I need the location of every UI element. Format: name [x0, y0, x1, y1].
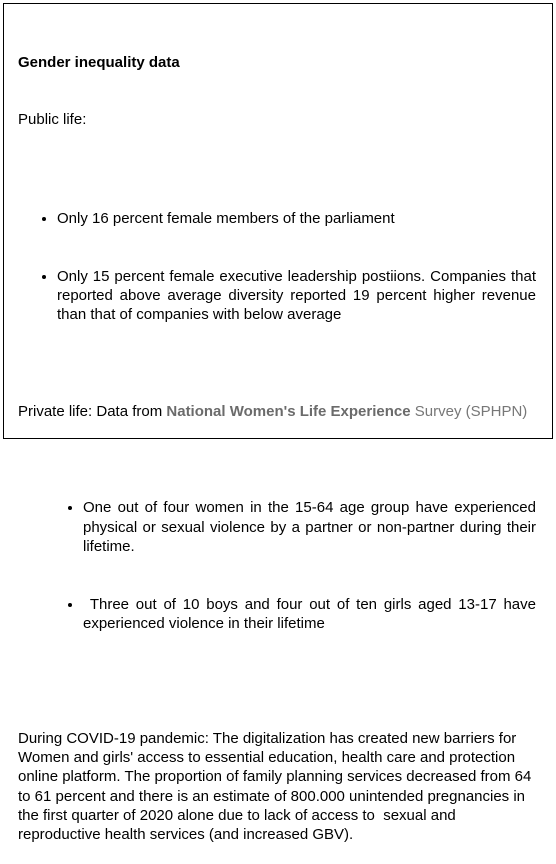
bullet: Only 16 percent female members of the pa…	[57, 209, 536, 228]
source-rest: Survey (SPHPN)	[410, 402, 528, 420]
bullet: One out of four women in the 15-64 age g…	[83, 498, 536, 556]
source: National Women's Life Experience Survey …	[166, 403, 527, 420]
bullet: Three out of 10 boys and four out of ten…	[83, 595, 536, 634]
bullet-list: Only 16 percent female members of the pa…	[18, 170, 536, 363]
bullet-list: One out of four women in the 15-64 age g…	[18, 460, 536, 672]
source-name: National Women's Life Experience	[166, 402, 411, 420]
text-box: Gender inequality data Public life: Only…	[3, 3, 553, 843]
section-label: Public life:	[18, 111, 87, 129]
paragraph: During COVID-19 pandemic: The digitaliza…	[18, 729, 536, 844]
title: Gender inequality data	[18, 53, 180, 71]
page: Gender inequality data Public life: Only…	[0, 0, 556, 439]
bullet: Only 15 percent female executive leaders…	[57, 267, 536, 325]
section-label: Private life: Data from National Women's…	[18, 402, 536, 421]
label-text: Private life: Data from	[18, 402, 167, 420]
